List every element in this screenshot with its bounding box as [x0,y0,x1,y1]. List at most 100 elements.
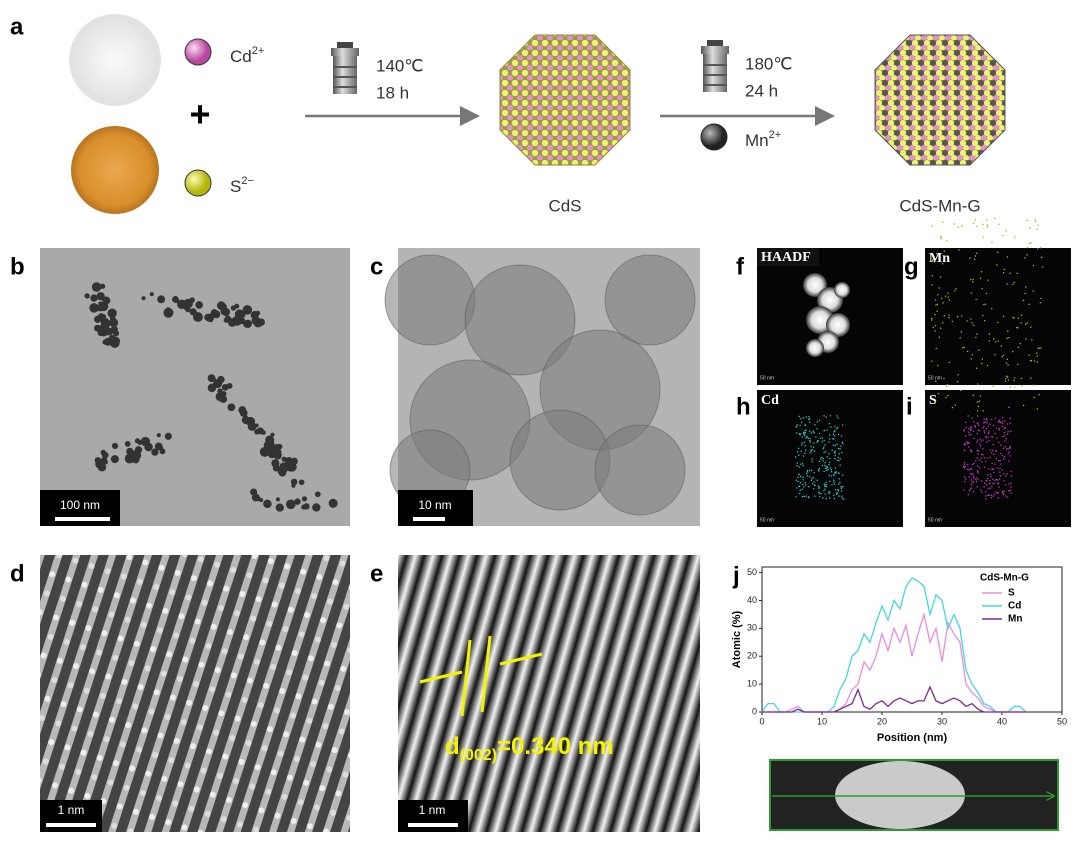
dot [833,435,836,437]
dot [829,438,831,440]
dot [1006,433,1009,435]
dot [837,433,840,436]
dot [972,480,975,483]
dot [978,467,981,469]
dot [1002,493,1005,496]
dot [820,458,822,460]
dot [804,445,806,447]
dot [983,422,985,424]
dot [1009,455,1012,457]
dot [801,495,804,498]
dot [992,449,994,452]
dot [985,292,988,295]
dot [964,421,967,423]
dot [812,430,814,432]
dot [999,459,1001,462]
dot [833,474,836,476]
dot [972,430,975,432]
dot [970,450,972,452]
dot [970,473,972,475]
dot [841,497,844,499]
dot [1012,283,1014,285]
dot [1036,352,1038,354]
dot [796,465,798,467]
dot [977,383,979,385]
x-tick-label: 0 [759,716,764,726]
dot [1028,354,1030,356]
dot [931,360,933,362]
dot [983,457,986,459]
dot [998,441,1000,444]
dot [1005,475,1007,477]
dot [1036,228,1038,230]
dot [806,475,809,477]
map-scale: 50 nm [928,375,942,381]
dot [812,476,815,479]
particle [242,305,253,315]
dot [833,483,836,485]
dot [830,470,833,473]
dot [976,415,979,417]
dot [941,322,944,324]
dot [1002,315,1005,318]
dot [948,314,950,316]
dot [1007,379,1010,381]
dot [1016,326,1018,329]
dot [985,498,987,500]
dot [998,223,1000,225]
dot [840,487,843,489]
dot [1020,322,1022,324]
dot [974,425,976,427]
dot [826,429,828,431]
dot [1006,376,1009,378]
particle [230,305,237,311]
dot [986,479,988,482]
dot [971,463,974,466]
dot [936,310,938,312]
dot [938,336,941,338]
dot [813,481,815,483]
dot [1001,356,1003,358]
dot [981,288,983,290]
dot [818,419,821,422]
line-scan-image [769,759,1059,831]
dot [951,320,954,323]
y-tick-label: 0 [752,706,757,716]
dot [825,465,827,468]
dot [972,222,975,225]
particle [255,429,260,435]
dot [801,488,803,490]
dot [1016,272,1018,275]
dot [982,236,984,238]
dot [805,484,807,486]
dot [999,467,1001,470]
dot [963,467,965,469]
dot [973,258,976,260]
dot [837,426,839,429]
dot [1009,272,1011,274]
dot [976,465,979,467]
dot [806,436,808,438]
dot [992,425,995,427]
dot [934,313,936,316]
dot [823,439,825,442]
dot [994,354,996,356]
dot [1003,490,1005,492]
dot [991,452,993,454]
dot [1009,447,1012,449]
particle [134,438,140,444]
dot [1002,354,1005,357]
dot [987,432,990,434]
dot [977,424,980,426]
dot [810,449,812,452]
dot [999,452,1002,455]
particle [247,422,257,431]
particle [94,324,101,332]
dot [828,461,830,464]
dot [806,470,809,472]
dot [1008,451,1010,453]
dot [931,260,934,262]
dot [818,432,821,435]
dot [979,445,982,447]
dot [1028,303,1030,305]
